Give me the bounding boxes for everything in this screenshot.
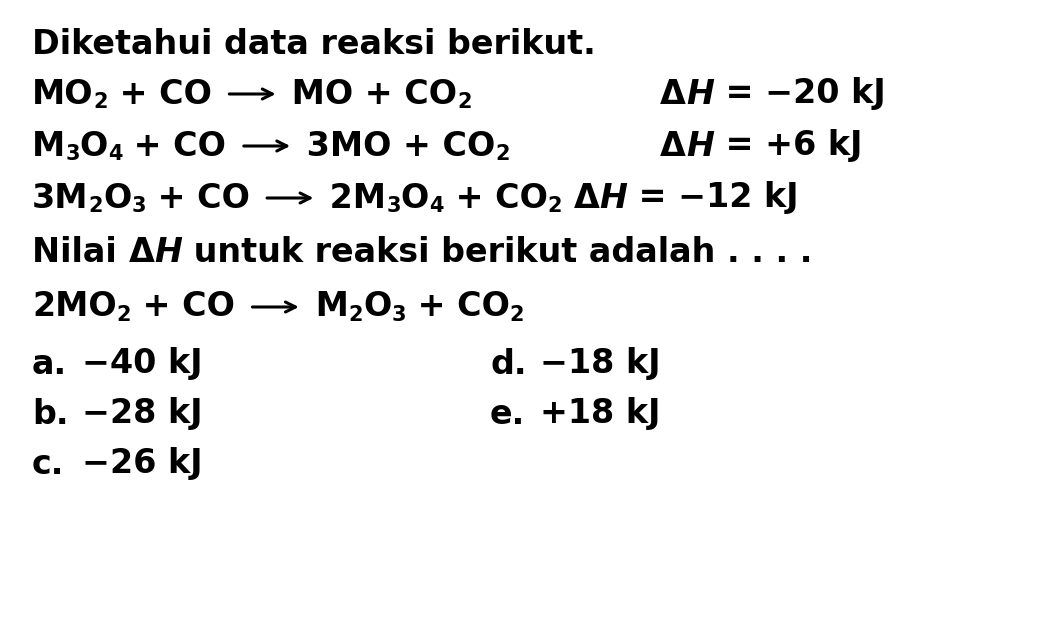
Text: Δ: Δ xyxy=(128,236,154,268)
Text: e.: e. xyxy=(490,397,525,431)
Text: + CO: + CO xyxy=(146,182,262,214)
Text: = −12 kJ: = −12 kJ xyxy=(627,182,799,214)
Text: 2: 2 xyxy=(547,196,562,216)
Text: −18 kJ: −18 kJ xyxy=(540,347,661,381)
Text: 4: 4 xyxy=(429,196,444,216)
Text: = +6 kJ: = +6 kJ xyxy=(714,130,862,162)
Text: H: H xyxy=(599,182,627,214)
Text: 2: 2 xyxy=(510,305,524,325)
Text: −28 kJ: −28 kJ xyxy=(82,397,202,431)
Text: 2M: 2M xyxy=(318,182,387,214)
Text: O: O xyxy=(80,130,108,162)
Text: H: H xyxy=(686,78,714,110)
Text: 2: 2 xyxy=(495,144,510,164)
Text: H: H xyxy=(686,130,714,162)
Text: Δ: Δ xyxy=(660,78,686,110)
Text: +18 kJ: +18 kJ xyxy=(540,397,661,431)
Text: 3: 3 xyxy=(66,144,80,164)
Text: Nilai: Nilai xyxy=(32,236,128,268)
Text: + CO: + CO xyxy=(123,130,238,162)
Text: −40 kJ: −40 kJ xyxy=(82,347,202,381)
Text: O: O xyxy=(363,290,391,324)
Text: −26 kJ: −26 kJ xyxy=(82,447,202,480)
Text: 3: 3 xyxy=(387,196,401,216)
Text: 3MO + CO: 3MO + CO xyxy=(295,130,495,162)
Text: MO + CO: MO + CO xyxy=(280,78,457,110)
Text: 2: 2 xyxy=(117,305,131,325)
Text: b.: b. xyxy=(32,397,69,431)
Text: + CO: + CO xyxy=(108,78,223,110)
Text: a.: a. xyxy=(32,347,67,381)
Text: 2: 2 xyxy=(348,305,363,325)
Text: d.: d. xyxy=(490,347,526,381)
Text: 2: 2 xyxy=(457,92,472,112)
Text: 3: 3 xyxy=(131,196,146,216)
Text: Δ: Δ xyxy=(660,130,686,162)
Text: 4: 4 xyxy=(108,144,123,164)
Text: = −20 kJ: = −20 kJ xyxy=(714,78,886,110)
Text: 3: 3 xyxy=(391,305,405,325)
Text: O: O xyxy=(103,182,131,214)
Text: c.: c. xyxy=(32,447,65,480)
Text: M: M xyxy=(303,290,348,324)
Text: 2: 2 xyxy=(94,92,108,112)
Text: O: O xyxy=(401,182,429,214)
Text: + CO: + CO xyxy=(405,290,510,324)
Text: untuk reaksi berikut adalah . . . .: untuk reaksi berikut adalah . . . . xyxy=(182,236,813,268)
Text: 3M: 3M xyxy=(32,182,89,214)
Text: 2MO: 2MO xyxy=(32,290,117,324)
Text: + CO: + CO xyxy=(131,290,247,324)
Text: Diketahui data reaksi berikut.: Diketahui data reaksi berikut. xyxy=(32,28,596,60)
Text: H: H xyxy=(154,236,182,268)
Text: MO: MO xyxy=(32,78,94,110)
Text: Δ: Δ xyxy=(573,182,599,214)
Text: + CO: + CO xyxy=(444,182,547,214)
Text: M: M xyxy=(32,130,66,162)
Text: 2: 2 xyxy=(89,196,103,216)
